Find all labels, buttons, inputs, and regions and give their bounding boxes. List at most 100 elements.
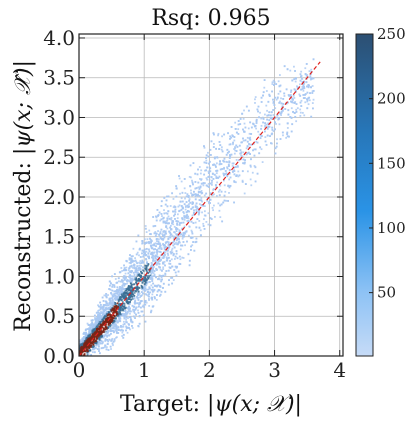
density-point (175, 252, 178, 255)
density-point (163, 209, 165, 212)
density-point (89, 334, 91, 337)
density-point (148, 293, 150, 296)
density-point (180, 208, 183, 211)
density-point (131, 304, 134, 307)
density-point (190, 220, 193, 223)
density-point (183, 178, 186, 180)
density-point (274, 117, 277, 120)
density-point (107, 304, 110, 307)
density-point (254, 98, 256, 101)
density-point (120, 267, 123, 269)
density-point (137, 309, 139, 312)
density-point (255, 140, 257, 143)
density-point (295, 110, 298, 113)
density-point (197, 186, 200, 189)
density-point (166, 219, 169, 221)
density-point (105, 317, 108, 320)
density-point (117, 280, 120, 283)
density-point (259, 146, 262, 149)
density-point (143, 251, 145, 254)
density-point (125, 288, 128, 290)
density-point (186, 240, 188, 243)
density-point (189, 201, 192, 204)
density-point (149, 278, 152, 280)
density-point (271, 142, 273, 145)
density-point (85, 348, 88, 351)
density-point (123, 284, 126, 287)
density-point (243, 109, 245, 112)
density-point (171, 234, 174, 237)
density-point (120, 291, 123, 294)
density-point (126, 287, 129, 289)
density-point (127, 317, 129, 320)
density-point (171, 241, 174, 244)
density-point (114, 278, 117, 280)
density-point (108, 288, 111, 290)
density-point (179, 258, 182, 261)
density-point (125, 289, 127, 292)
density-point (235, 144, 238, 147)
density-point (164, 251, 167, 254)
density-point (162, 220, 165, 223)
density-point (121, 281, 124, 284)
density-point (241, 179, 244, 182)
density-point (141, 294, 143, 297)
density-point (125, 313, 128, 316)
density-point (180, 205, 183, 207)
density-point (302, 83, 305, 86)
density-point (299, 73, 302, 76)
density-point (140, 274, 143, 277)
density-point (98, 348, 101, 350)
density-point (118, 287, 121, 290)
density-point (218, 194, 221, 197)
density-point (231, 170, 234, 173)
density-point (299, 108, 302, 111)
density-point (113, 273, 116, 275)
density-point (243, 161, 246, 164)
density-point (117, 311, 120, 314)
density-point (119, 309, 122, 312)
density-point (165, 212, 168, 214)
density-point (221, 168, 224, 170)
density-point (147, 274, 149, 277)
chart-title: Rsq: 0.965 (151, 6, 270, 31)
density-point (154, 242, 157, 245)
density-point (189, 185, 192, 187)
density-point (120, 314, 123, 317)
density-point (274, 121, 276, 124)
density-point (139, 296, 142, 299)
density-point (133, 278, 136, 281)
density-point (207, 155, 210, 158)
density-point (210, 218, 213, 220)
density-point (144, 248, 147, 251)
density-point (109, 315, 112, 317)
density-point (226, 161, 229, 163)
density-point (201, 192, 204, 194)
density-point (120, 325, 122, 328)
density-point (157, 247, 160, 250)
density-point (227, 132, 229, 135)
density-point (178, 204, 181, 207)
density-point (123, 315, 126, 318)
density-point (104, 334, 107, 337)
density-point (119, 320, 121, 322)
density-point (288, 94, 291, 97)
density-point (241, 155, 244, 158)
density-point (150, 268, 153, 271)
density-point (129, 312, 131, 315)
density-point (108, 322, 111, 324)
density-point (95, 344, 98, 347)
density-point (152, 225, 155, 228)
density-point (89, 349, 92, 352)
density-point (282, 134, 284, 137)
density-point (155, 258, 158, 261)
density-point (90, 353, 93, 356)
density-point (109, 332, 112, 335)
density-point (101, 315, 103, 317)
density-point (192, 241, 195, 243)
density-point (227, 185, 230, 187)
density-point (135, 266, 138, 269)
density-point (197, 207, 200, 210)
density-point (182, 257, 185, 259)
density-point (112, 317, 115, 319)
